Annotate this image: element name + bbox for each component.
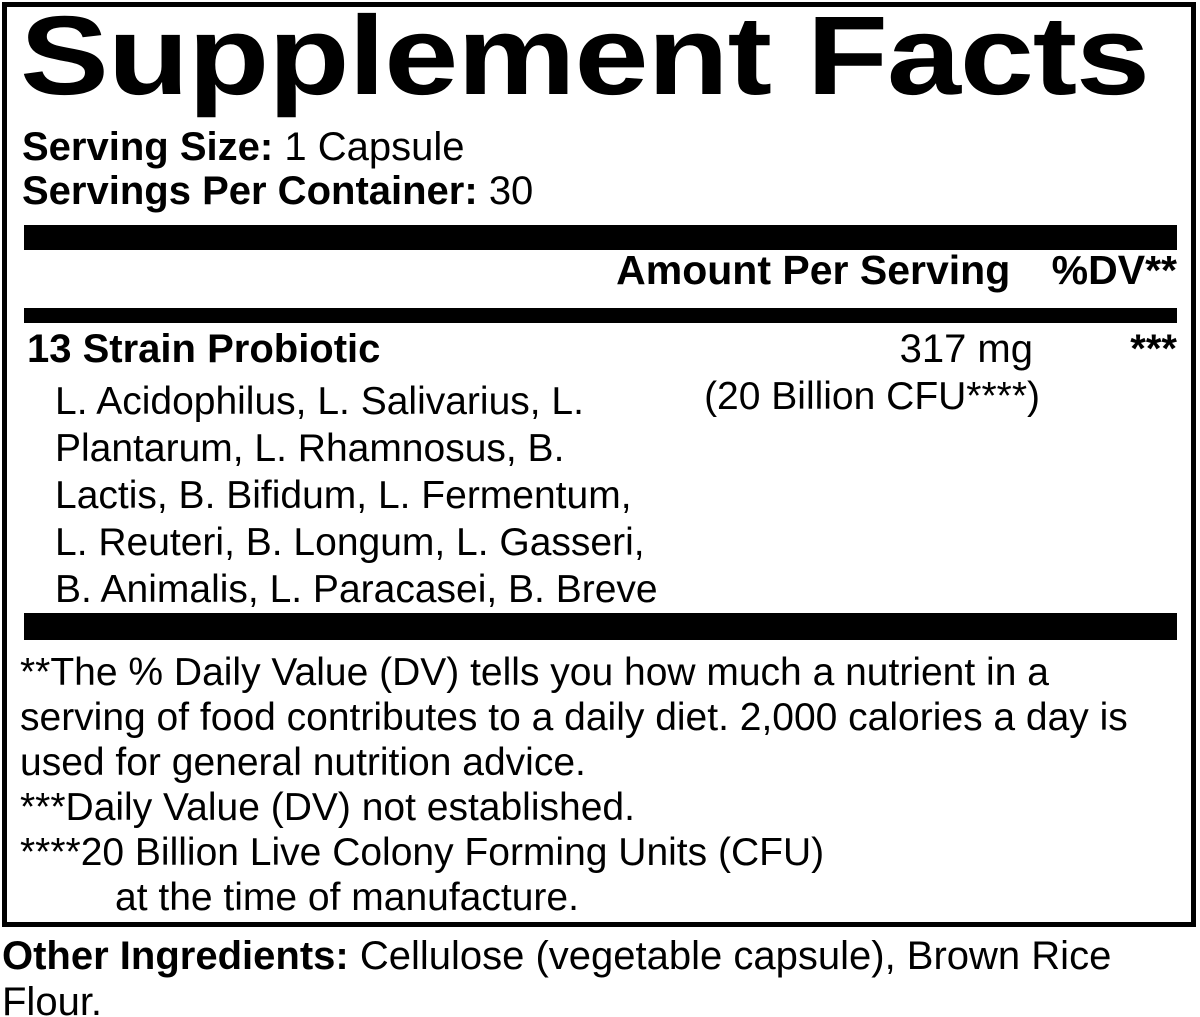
strain-line: L. Acidophilus, L. Salivarius, L. xyxy=(55,380,584,423)
medium-rule xyxy=(24,308,1177,323)
ingredient-name: 13 Strain Probiotic xyxy=(27,327,381,371)
strain-list: L. Acidophilus, L. Salivarius, L. Planta… xyxy=(55,378,658,613)
footnote-line: ***Daily Value (DV) not established. xyxy=(20,786,635,829)
serving-size-label: Serving Size: xyxy=(22,125,274,169)
serving-size-value: 1 Capsule xyxy=(284,125,465,169)
footnote-line: **The % Daily Value (DV) tells you how m… xyxy=(20,651,1049,694)
servings-per-container-row: Servings Per Container: 30 xyxy=(22,171,533,211)
footnote-block: **The % Daily Value (DV) tells you how m… xyxy=(20,650,1128,920)
ingredient-dv-asterisks: *** xyxy=(1130,327,1177,371)
strain-line: Lactis, B. Bifidum, L. Fermentum, xyxy=(55,474,632,517)
serving-size-row: Serving Size: 1 Capsule xyxy=(22,127,464,167)
footnote-line: serving of food contributes to a daily d… xyxy=(20,696,1128,739)
amount-per-serving-header: Amount Per Serving xyxy=(616,247,1011,293)
ingredient-amount: 317 mg xyxy=(899,327,1033,371)
label-title: Supplement Facts xyxy=(20,0,1150,118)
ingredient-cfu-detail: (20 Billion CFU****) xyxy=(704,375,1040,418)
strain-line: L. Reuteri, B. Longum, L. Gasseri, xyxy=(55,521,645,564)
other-ingredients-line1: Other Ingredients: Cellulose (vegetable … xyxy=(2,933,1111,979)
percent-dv-header: %DV** xyxy=(1051,247,1177,293)
other-ingredients-block: Other Ingredients: Cellulose (vegetable … xyxy=(2,933,1111,1017)
strain-line: Plantarum, L. Rhamnosus, B. xyxy=(55,427,565,470)
footnote-line-continuation: at the time of manufacture. xyxy=(115,876,579,919)
strain-line: B. Animalis, L. Paracasei, B. Breve xyxy=(55,568,658,611)
label-border-box xyxy=(2,2,1196,927)
footnote-line: used for general nutrition advice. xyxy=(20,741,586,784)
servings-per-container-label: Servings Per Container: xyxy=(22,169,478,213)
other-ingredients-value: Cellulose (vegetable capsule), Brown Ric… xyxy=(359,934,1112,978)
thick-rule-top xyxy=(24,225,1177,250)
thick-rule-bottom xyxy=(24,613,1177,640)
footnote-line: ****20 Billion Live Colony Forming Units… xyxy=(20,831,825,874)
other-ingredients-label: Other Ingredients: xyxy=(2,934,349,978)
column-header-row: Amount Per Serving %DV** xyxy=(24,250,1177,291)
other-ingredients-line2: Flour. xyxy=(2,980,103,1017)
servings-per-container-value: 30 xyxy=(488,169,534,213)
